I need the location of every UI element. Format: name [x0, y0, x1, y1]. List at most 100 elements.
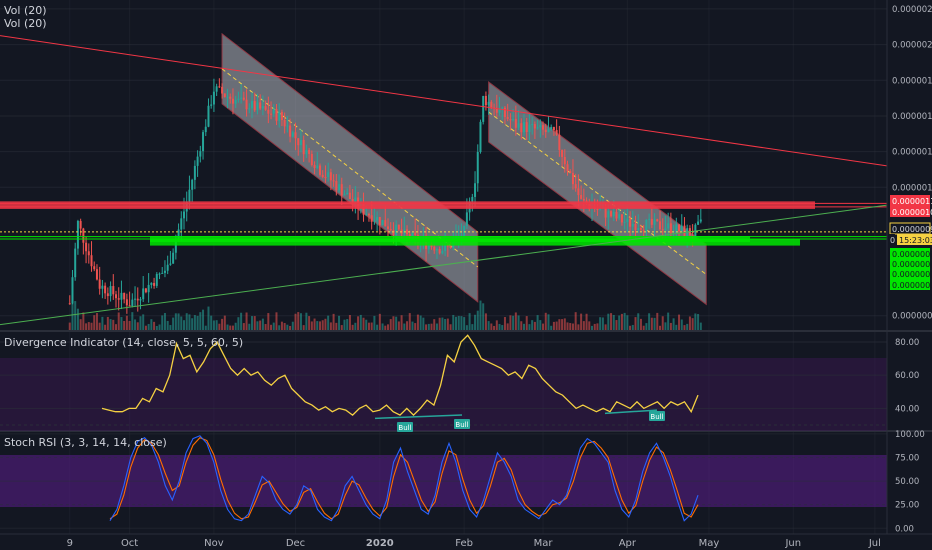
price-badge-text-6: 0.00000089 — [892, 260, 932, 269]
volume-bar — [319, 321, 321, 330]
divergence-pane[interactable]: Bull Bull Bull — [0, 334, 887, 432]
volume-bar — [123, 320, 126, 330]
candle-body — [558, 134, 561, 151]
candle-body — [384, 220, 387, 227]
candle-body — [321, 174, 324, 178]
volume-bar — [452, 314, 455, 330]
candle-body — [270, 113, 273, 115]
volume-bar — [547, 314, 550, 330]
stoch-title[interactable]: Stoch RSI (3, 3, 14, 14, close) — [4, 436, 167, 449]
candle-body — [253, 101, 256, 111]
candle-body — [87, 251, 90, 256]
bull-divergence-markers: Bull Bull Bull — [374, 409, 665, 432]
volume-bar — [604, 324, 607, 330]
volume-bar — [580, 313, 583, 330]
candle-body — [169, 263, 172, 265]
candle-body — [231, 98, 234, 104]
candle-body — [210, 104, 213, 106]
candle-body — [604, 207, 607, 218]
volume-bar — [286, 324, 289, 330]
candle-body — [142, 288, 145, 300]
candle-body — [699, 219, 702, 222]
candle-body — [215, 86, 218, 92]
volume-bar — [471, 324, 474, 330]
candle-body — [599, 208, 602, 210]
candle-body — [620, 214, 623, 223]
candle-body — [147, 284, 150, 293]
volume-bar — [242, 323, 245, 330]
candle-body — [112, 286, 115, 295]
volume-bar — [528, 324, 531, 330]
candle-body — [414, 232, 417, 236]
volume-bar — [267, 313, 270, 330]
candle-body — [683, 225, 686, 236]
volume-bar — [87, 322, 90, 330]
time-label-0: 9 — [67, 538, 73, 549]
volume-bar — [416, 314, 419, 330]
candle-body — [193, 165, 196, 180]
volume-bar — [240, 312, 243, 330]
candle-body — [264, 106, 267, 110]
candle-body — [134, 298, 137, 300]
stoch-tick-4: 0.00 — [895, 524, 914, 534]
price-badge-text-2: 0.00000095 — [892, 225, 932, 234]
volume-bar — [128, 320, 131, 330]
volume-bars — [68, 299, 702, 330]
candle-body — [280, 111, 283, 120]
volume-bar — [631, 324, 634, 330]
candle-body — [332, 180, 335, 182]
volume-bar — [422, 317, 425, 330]
candle-body — [172, 252, 175, 264]
candle-body — [376, 217, 379, 221]
volume-bar — [90, 322, 93, 330]
volume-legend-2: Vol (20) — [4, 17, 47, 30]
divergence-title[interactable]: Divergence Indicator (14, close, 5, 5, 6… — [4, 336, 244, 349]
candle-body — [479, 121, 482, 152]
candle-body — [476, 151, 479, 184]
candle-body — [354, 197, 357, 202]
price-badge-text-0: 0.00000111 — [892, 197, 932, 206]
candle-body — [294, 132, 297, 139]
volume-bar — [683, 325, 686, 330]
candle-body — [482, 95, 485, 122]
volume-bar — [656, 312, 659, 330]
volume-bar — [460, 316, 463, 330]
volume-bar — [147, 323, 150, 330]
price-pane[interactable] — [0, 0, 888, 534]
volume-bar — [506, 323, 509, 330]
candle-body — [514, 118, 517, 128]
volume-bar — [493, 325, 496, 330]
stoch-rsi-pane[interactable] — [0, 433, 887, 529]
volume-bar — [196, 315, 199, 330]
volume-bar — [588, 321, 591, 330]
price-badge-4 — [897, 234, 932, 245]
candle-body — [343, 194, 346, 196]
volume-bar — [248, 323, 251, 330]
volume-bar — [498, 323, 501, 330]
volume-bar — [397, 321, 400, 330]
time-label-6: Mar — [534, 538, 554, 549]
candle-body — [615, 211, 618, 219]
volume-legend[interactable]: Vol (20) Vol (20) — [4, 4, 47, 30]
candle-body — [128, 305, 131, 307]
volume-bar — [501, 325, 504, 330]
volume-bar — [373, 315, 376, 330]
volume-bar — [688, 316, 691, 330]
time-label-7: Apr — [619, 538, 637, 549]
candle-body — [234, 99, 237, 104]
time-label-2: Nov — [204, 538, 224, 549]
candle-body — [664, 228, 667, 231]
channel-layer — [221, 32, 707, 306]
time-axis[interactable]: 9 Oct Nov Dec 2020 Feb Mar Apr May Jun Jul — [67, 538, 881, 549]
volume-bar — [620, 313, 623, 330]
price-axis[interactable]: 0.00000220 0.00000200 0.00000180 0.00000160… — [892, 5, 932, 322]
candle-body — [120, 292, 123, 300]
volume-bar — [294, 313, 297, 330]
volume-bar — [180, 316, 183, 330]
volume-bar — [468, 313, 471, 330]
candle-body — [71, 277, 74, 304]
candle-body — [498, 109, 501, 113]
volume-bar — [384, 325, 387, 330]
descending-trendline — [0, 35, 888, 167]
